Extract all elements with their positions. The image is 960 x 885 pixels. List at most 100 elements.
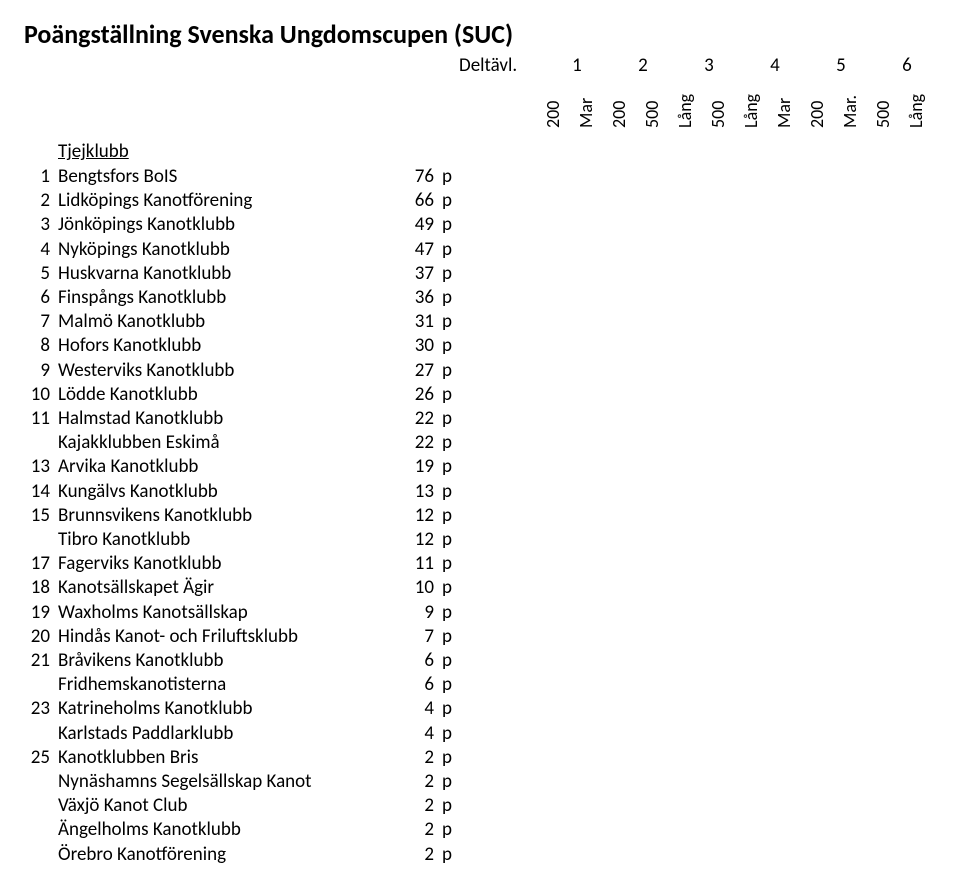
rank-cell: 9 [24,359,58,383]
deltavl-number: 5 [808,54,874,77]
table-row: 2Lidköpings Kanotförening66p [24,189,936,213]
deltavl-number: 4 [742,54,808,77]
vertical-label-cell: 200 [602,86,635,130]
points-unit: p [438,746,458,770]
vertical-label: Mar [575,98,597,128]
club-cell: Malmö Kanotklubb [58,310,388,334]
points-unit: p [438,213,458,237]
vertical-label: 200 [806,101,828,128]
points-unit: p [438,407,458,431]
vertical-labels-row: 200Mar200500Lång500LångMar200Mar.500Lång [536,86,936,130]
points-cell: 2 [388,818,438,842]
vertical-label: Mar [773,98,795,128]
table-row: 14Kungälvs Kanotklubb13p [24,480,936,504]
points-cell: 26 [388,383,438,407]
table-row: Kajakklubben Eskimå22p [24,431,936,455]
club-cell: Bråvikens Kanotklubb [58,649,388,673]
club-cell: Bengtsfors BoIS [58,165,388,189]
club-cell: Westerviks Kanotklubb [58,359,388,383]
points-cell: 22 [388,407,438,431]
club-cell: Waxholms Kanotsällskap [58,601,388,625]
deltavl-number: 2 [610,54,676,77]
points-unit: p [438,455,458,479]
rank-cell: 5 [24,262,58,286]
points-unit: p [438,843,458,867]
table-row: 10Lödde Kanotklubb26p [24,383,936,407]
table-row: 23Katrineholms Kanotklubb4p [24,697,936,721]
vertical-label-cell: 200 [800,86,833,130]
rank-cell: 8 [24,334,58,358]
club-cell: Arvika Kanotklubb [58,455,388,479]
points-unit: p [438,818,458,842]
club-cell: Halmstad Kanotklubb [58,407,388,431]
points-cell: 19 [388,455,438,479]
points-unit: p [438,552,458,576]
rank-cell: 14 [24,480,58,504]
club-cell: Katrineholms Kanotklubb [58,697,388,721]
club-cell: Nynäshamns Segelsällskap Kanot [58,770,388,794]
rank-cell: 21 [24,649,58,673]
points-unit: p [438,601,458,625]
points-cell: 2 [388,794,438,818]
table-row: 5Huskvarna Kanotklubb37p [24,262,936,286]
rank-cell: 3 [24,213,58,237]
deltavl-number: 6 [874,54,940,77]
points-cell: 27 [388,359,438,383]
club-cell: Finspångs Kanotklubb [58,286,388,310]
vertical-label: 500 [707,101,729,128]
points-cell: 12 [388,504,438,528]
rank-cell: 10 [24,383,58,407]
club-cell: Kungälvs Kanotklubb [58,480,388,504]
vertical-label-cell: 500 [866,86,899,130]
page-title: Poängställning Svenska Ungdomscupen (SUC… [24,18,936,50]
table-row: 13Arvika Kanotklubb19p [24,455,936,479]
standings-table: 1Bengtsfors BoIS76p2Lidköpings Kanotföre… [24,165,936,867]
table-row: Fridhemskanotisterna6p [24,673,936,697]
vertical-label: Lång [740,94,762,128]
points-cell: 30 [388,334,438,358]
points-cell: 13 [388,480,438,504]
points-cell: 11 [388,552,438,576]
table-row: 3Jönköpings Kanotklubb49p [24,213,936,237]
club-cell: Växjö Kanot Club [58,794,388,818]
points-unit: p [438,262,458,286]
deltavl-label: Deltävl. [459,54,517,77]
vertical-label: 500 [872,101,894,128]
points-unit: p [438,480,458,504]
points-cell: 6 [388,673,438,697]
club-cell: Hofors Kanotklubb [58,334,388,358]
rank-cell: 6 [24,286,58,310]
table-row: 17Fagerviks Kanotklubb11p [24,552,936,576]
vertical-label: 200 [542,101,564,128]
vertical-label: 200 [608,101,630,128]
vertical-label: Lång [674,94,696,128]
points-unit: p [438,189,458,213]
vertical-label-cell: Mar [569,86,602,130]
table-row: 8Hofors Kanotklubb30p [24,334,936,358]
table-row: Tibro Kanotklubb12p [24,528,936,552]
points-cell: 6 [388,649,438,673]
table-row: 19Waxholms Kanotsällskap9p [24,601,936,625]
points-cell: 4 [388,722,438,746]
rank-cell: 19 [24,601,58,625]
table-row: 25Kanotklubben Bris2p [24,746,936,770]
table-row: Karlstads Paddlarklubb4p [24,722,936,746]
section-title: Tjejklubb [58,140,936,163]
points-unit: p [438,649,458,673]
rank-cell: 23 [24,697,58,721]
points-unit: p [438,334,458,358]
vertical-label-cell: Lång [668,86,701,130]
points-cell: 37 [388,262,438,286]
rank-cell: 7 [24,310,58,334]
points-cell: 47 [388,238,438,262]
points-cell: 9 [388,601,438,625]
club-cell: Kanotklubben Bris [58,746,388,770]
points-unit: p [438,673,458,697]
vertical-label-cell: 200 [536,86,569,130]
club-cell: Nyköpings Kanotklubb [58,238,388,262]
points-unit: p [438,528,458,552]
table-row: 1Bengtsfors BoIS76p [24,165,936,189]
deltavl-header: Deltävl. 123456 [24,54,936,82]
deltavl-number: 1 [544,54,610,77]
rank-cell: 18 [24,576,58,600]
